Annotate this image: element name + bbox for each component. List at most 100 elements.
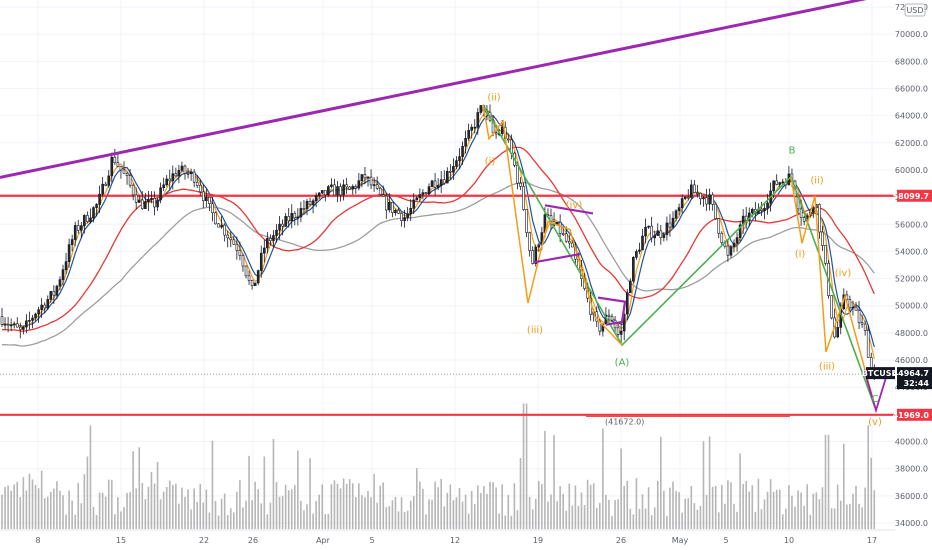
candle-body	[668, 222, 672, 228]
candle-body	[122, 169, 126, 174]
candle-body	[229, 237, 233, 241]
volume-bar	[10, 490, 12, 529]
x-tick-label: 12	[450, 536, 460, 545]
volume-bar	[675, 491, 677, 529]
candle-body	[732, 242, 736, 248]
candle-body	[168, 178, 172, 182]
volume-bar	[1, 494, 3, 529]
candle-body	[342, 184, 345, 196]
volume-bar	[736, 511, 738, 529]
volume-bar	[327, 513, 330, 529]
volume-bar	[80, 503, 83, 529]
candle-body	[802, 217, 806, 222]
candle-body	[400, 212, 403, 221]
last-price-label: 44964.7	[893, 369, 929, 378]
candle-body	[177, 170, 181, 177]
volume-bar	[708, 436, 711, 529]
volume-bar	[480, 493, 482, 529]
volume-bar	[303, 510, 305, 529]
candle-body	[458, 156, 461, 161]
volume-bar	[452, 500, 455, 529]
candle-body	[564, 233, 568, 242]
volume-bar	[538, 481, 540, 529]
candle-body	[375, 184, 379, 189]
candle-body	[686, 196, 690, 199]
candle-body	[656, 230, 660, 236]
candle-body	[186, 173, 190, 175]
volume-bar	[403, 512, 406, 529]
volume-bar	[290, 489, 293, 529]
y-tick-label: 54000.0	[895, 247, 928, 256]
volume-bar	[31, 479, 34, 529]
volume-bar	[40, 470, 43, 529]
volume-bar	[684, 498, 686, 529]
volume-bar	[65, 514, 67, 529]
volume-bar	[22, 477, 25, 529]
volume-bar	[861, 507, 863, 529]
volume-bar	[650, 515, 653, 529]
volume-bar	[260, 503, 263, 529]
volume-bar	[547, 501, 549, 529]
volume-bar	[495, 487, 497, 529]
volume-bar	[361, 495, 363, 529]
volume-bar	[34, 485, 37, 529]
volume-bar	[46, 496, 49, 529]
volume-bar	[104, 496, 107, 529]
y-tick-label: 46000.0	[895, 356, 928, 365]
volume-bar	[483, 486, 485, 529]
candle-body	[226, 234, 229, 239]
candle-body	[369, 176, 373, 186]
volume-bar	[586, 479, 589, 529]
wave-label: (v)	[868, 417, 882, 428]
volume-bar	[409, 500, 412, 529]
volume-bar	[129, 492, 131, 529]
candle-body	[220, 224, 223, 228]
x-tick-label: 15	[116, 536, 126, 545]
volume-bar	[772, 491, 775, 529]
volume-bar	[516, 510, 519, 529]
candle-body	[290, 213, 294, 222]
time-axis[interactable]: 8 15 22 26 Apr 5 12 19 26 May 5 10 17	[0, 529, 895, 545]
volume-bar	[309, 458, 311, 529]
volume-bar	[592, 483, 595, 529]
volume-bar	[867, 425, 869, 529]
volume-bar	[138, 447, 141, 529]
y-tick-label: 70000.0	[895, 30, 928, 39]
volume-bar	[312, 513, 314, 529]
candle-body	[674, 210, 678, 219]
volume-bar	[62, 495, 64, 529]
candle-body	[610, 316, 614, 321]
volume-bar	[120, 511, 122, 529]
candle-body	[702, 197, 705, 200]
volume-bar	[766, 491, 769, 529]
candle-body	[262, 247, 266, 254]
volume-bar	[830, 508, 833, 529]
candle-body	[272, 235, 275, 241]
x-tick-label: Apr	[316, 536, 331, 545]
volume-bar	[394, 496, 397, 529]
candle-body	[821, 231, 824, 246]
candle-body	[653, 235, 657, 239]
volume-bar	[254, 481, 256, 529]
volume-bar	[7, 485, 9, 529]
wave-label: C	[872, 394, 879, 405]
volume-bar	[336, 483, 339, 529]
volume-bar	[635, 478, 638, 529]
candle-body	[125, 173, 129, 176]
volume-bar	[449, 484, 452, 529]
x-tick-label: 17	[867, 536, 877, 545]
candle-body	[70, 239, 74, 245]
volume-bar	[300, 500, 302, 529]
volume-bar	[681, 512, 683, 529]
candle-body	[750, 209, 754, 214]
volume-bar	[574, 485, 577, 529]
volume-bar	[333, 480, 336, 529]
candle-body	[467, 129, 470, 139]
candle-body	[110, 156, 114, 177]
price-axis[interactable]: 72000.070000.068000.066000.064000.062000…	[895, 3, 928, 528]
wave-label: (iv)	[566, 200, 583, 211]
volume-bar	[440, 478, 442, 529]
candle-body	[500, 127, 504, 134]
volume-bar	[666, 516, 668, 529]
